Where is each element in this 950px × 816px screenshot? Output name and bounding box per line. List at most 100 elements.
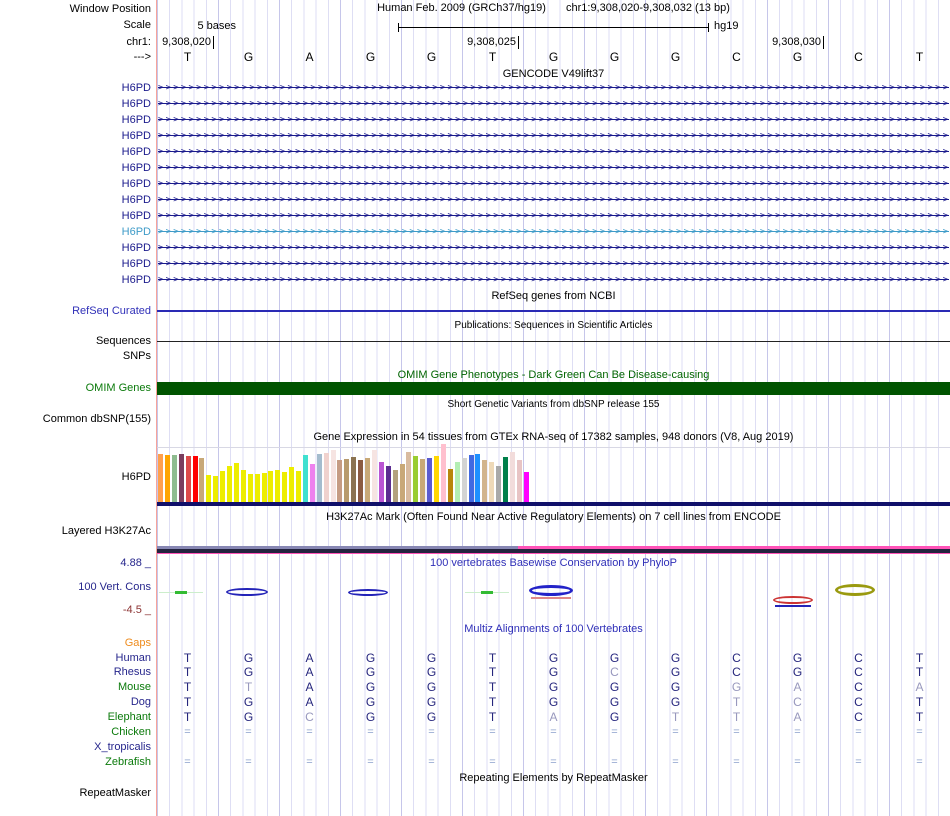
alignment-base: G <box>426 650 437 665</box>
gencode-gene-label[interactable]: H6PD <box>121 82 151 94</box>
refseq-curated-item[interactable] <box>157 310 950 312</box>
gencode-gene-label[interactable]: H6PD <box>121 194 151 206</box>
alignment-base: = <box>794 726 801 738</box>
gencode-transcript-arrows[interactable]: >>>>>>>>>>>>>>>>>>>>>>>>>>>>>>>>>>>>>>>>… <box>158 195 949 205</box>
species-label[interactable]: Elephant <box>107 711 151 723</box>
track-label-omim-genes[interactable]: OMIM Genes <box>85 382 151 394</box>
alignment-base: = <box>367 726 374 738</box>
alignment-base: T <box>183 695 192 709</box>
alignment-base: C <box>854 680 863 694</box>
gencode-transcript-arrows[interactable]: >>>>>>>>>>>>>>>>>>>>>>>>>>>>>>>>>>>>>>>>… <box>158 275 949 285</box>
gtex-tissue-bar <box>454 462 460 502</box>
omim-gene-bar[interactable] <box>157 382 950 395</box>
alignment-base: G <box>426 710 437 724</box>
gencode-transcript-arrows[interactable]: >>>>>>>>>>>>>>>>>>>>>>>>>>>>>>>>>>>>>>>>… <box>158 99 949 109</box>
gencode-gene-label[interactable]: H6PD <box>121 274 151 286</box>
gtex-tissue-bar <box>240 470 246 502</box>
alignment-base: = <box>428 756 435 768</box>
publications-sequence-item[interactable] <box>157 341 950 342</box>
gtex-tissue-bar <box>475 454 481 502</box>
ruler-number: 9,308,030 <box>772 36 821 48</box>
gencode-transcript-arrows[interactable]: >>>>>>>>>>>>>>>>>>>>>>>>>>>>>>>>>>>>>>>>… <box>158 131 949 141</box>
gtex-tissue-bar <box>213 476 219 502</box>
alignment-base: C <box>793 695 802 709</box>
alignment-base: A <box>915 680 924 694</box>
alignment-base: G <box>426 695 437 709</box>
gtex-tissue-bar <box>358 460 364 502</box>
ruler-number: 9,308,020 <box>162 36 211 48</box>
alignment-base: = <box>306 756 313 768</box>
gtex-tissue-bar <box>289 467 295 502</box>
gtex-tissue-bar <box>420 459 426 502</box>
gencode-gene-label[interactable]: H6PD <box>121 210 151 222</box>
sequence-base: G <box>243 50 254 64</box>
track-label-sequences[interactable]: Sequences <box>95 335 151 347</box>
alignment-base: T <box>488 665 497 679</box>
gtex-tissue-bar <box>268 471 274 502</box>
gtex-tissue-bar <box>233 463 239 502</box>
species-label[interactable]: Gaps <box>124 637 151 649</box>
alignment-base: T <box>244 680 253 694</box>
gencode-transcript-arrows[interactable]: >>>>>>>>>>>>>>>>>>>>>>>>>>>>>>>>>>>>>>>>… <box>158 211 949 221</box>
gencode-gene-label[interactable]: H6PD <box>121 114 151 126</box>
species-label[interactable]: Zebrafish <box>105 756 151 768</box>
alignment-base: = <box>672 726 679 738</box>
species-label[interactable]: Rhesus <box>113 666 151 678</box>
gtex-tissue-bar <box>516 460 522 502</box>
gencode-gene-label[interactable]: H6PD <box>121 258 151 270</box>
gencode-gene-label[interactable]: H6PD <box>121 178 151 190</box>
gtex-tissue-bar <box>275 470 281 502</box>
gencode-transcript-arrows[interactable]: >>>>>>>>>>>>>>>>>>>>>>>>>>>>>>>>>>>>>>>>… <box>158 227 949 237</box>
track-label-common-dbsnp[interactable]: Common dbSNP(155) <box>42 413 151 425</box>
gencode-transcript-arrows[interactable]: >>>>>>>>>>>>>>>>>>>>>>>>>>>>>>>>>>>>>>>>… <box>158 115 949 125</box>
gtex-tissue-bar <box>261 473 267 502</box>
species-label[interactable]: Dog <box>130 696 151 708</box>
alignment-base: T <box>183 680 192 694</box>
species-label[interactable]: X_tropicalis <box>94 741 151 753</box>
track-label-layered-h3k27ac[interactable]: Layered H3K27Ac <box>61 525 151 537</box>
ruler-tick <box>518 36 519 49</box>
sequence-base: T <box>183 50 192 64</box>
gtex-tissue-bar <box>158 454 163 502</box>
gencode-transcript-arrows[interactable]: >>>>>>>>>>>>>>>>>>>>>>>>>>>>>>>>>>>>>>>>… <box>158 163 949 173</box>
gencode-transcript-arrows[interactable]: >>>>>>>>>>>>>>>>>>>>>>>>>>>>>>>>>>>>>>>>… <box>158 147 949 157</box>
gencode-transcript-arrows[interactable]: >>>>>>>>>>>>>>>>>>>>>>>>>>>>>>>>>>>>>>>>… <box>158 83 949 93</box>
gencode-transcript-arrows[interactable]: >>>>>>>>>>>>>>>>>>>>>>>>>>>>>>>>>>>>>>>>… <box>158 179 949 189</box>
gtex-tissue-bar <box>344 459 350 502</box>
gencode-gene-label[interactable]: H6PD <box>121 162 151 174</box>
gtex-tissue-bar <box>461 458 467 502</box>
track-label-refseq-curated[interactable]: RefSeq Curated <box>72 305 151 317</box>
gtex-tissue-bar <box>323 453 329 502</box>
alignment-base: C <box>732 665 741 679</box>
gtex-tissue-bar <box>206 475 212 502</box>
gencode-transcript-arrows[interactable]: >>>>>>>>>>>>>>>>>>>>>>>>>>>>>>>>>>>>>>>>… <box>158 259 949 269</box>
track-label-repeatmasker[interactable]: RepeatMasker <box>79 787 151 799</box>
alignment-base: = <box>428 726 435 738</box>
species-label[interactable]: Human <box>115 651 151 664</box>
species-label[interactable]: Chicken <box>111 726 151 738</box>
alignment-base: G <box>670 695 681 709</box>
gtex-tissue-bar <box>503 457 508 502</box>
gencode-gene-label[interactable]: H6PD <box>121 242 151 254</box>
species-label[interactable]: Mouse <box>117 681 151 693</box>
scale-bar-right-tick <box>708 23 709 32</box>
alignment-base: = <box>672 756 679 768</box>
gencode-transcript-arrows[interactable]: >>>>>>>>>>>>>>>>>>>>>>>>>>>>>>>>>>>>>>>>… <box>158 243 949 253</box>
gencode-gene-label[interactable]: H6PD <box>121 130 151 142</box>
phylop-positive-dash <box>175 591 187 594</box>
gtex-tissue-bar <box>392 470 398 502</box>
gencode-gene-label[interactable]: H6PD <box>121 98 151 110</box>
track-label-gtex-gene[interactable]: H6PD <box>121 471 151 483</box>
alignment-base: T <box>183 665 192 679</box>
sequence-base: T <box>915 50 924 64</box>
gtex-tissue-bar <box>351 457 357 502</box>
track-label-100-vert-cons[interactable]: 100 Vert. Cons <box>78 581 151 593</box>
gtex-gene-model-bar[interactable] <box>157 502 950 506</box>
alignment-base: G <box>365 650 376 665</box>
alignment-base: = <box>611 726 618 738</box>
gencode-gene-label[interactable]: H6PD <box>121 146 151 158</box>
gtex-tissue-bar <box>523 472 529 502</box>
track-label-snps[interactable]: SNPs <box>122 350 151 362</box>
gencode-gene-label[interactable]: H6PD <box>121 226 151 238</box>
